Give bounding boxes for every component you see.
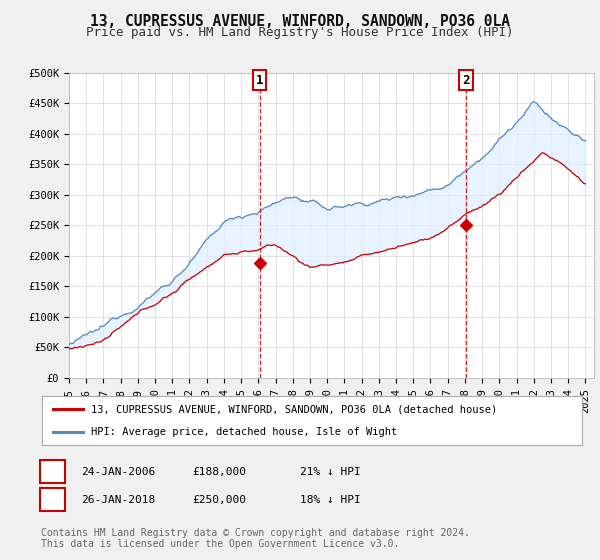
Text: 2: 2 [463,73,470,87]
Text: 1: 1 [49,465,56,478]
Text: 1: 1 [256,73,263,87]
Text: 13, CUPRESSUS AVENUE, WINFORD, SANDOWN, PO36 0LA: 13, CUPRESSUS AVENUE, WINFORD, SANDOWN, … [90,14,510,29]
Text: HPI: Average price, detached house, Isle of Wight: HPI: Average price, detached house, Isle… [91,427,397,437]
Text: 13, CUPRESSUS AVENUE, WINFORD, SANDOWN, PO36 0LA (detached house): 13, CUPRESSUS AVENUE, WINFORD, SANDOWN, … [91,404,497,414]
Text: Contains HM Land Registry data © Crown copyright and database right 2024.
This d: Contains HM Land Registry data © Crown c… [41,528,470,549]
Text: 24-JAN-2006: 24-JAN-2006 [81,466,155,477]
Text: Price paid vs. HM Land Registry's House Price Index (HPI): Price paid vs. HM Land Registry's House … [86,26,514,39]
Text: £188,000: £188,000 [192,466,246,477]
Text: 26-JAN-2018: 26-JAN-2018 [81,494,155,505]
Text: 18% ↓ HPI: 18% ↓ HPI [300,494,361,505]
Text: 21% ↓ HPI: 21% ↓ HPI [300,466,361,477]
Text: 2: 2 [49,493,56,506]
Text: £250,000: £250,000 [192,494,246,505]
